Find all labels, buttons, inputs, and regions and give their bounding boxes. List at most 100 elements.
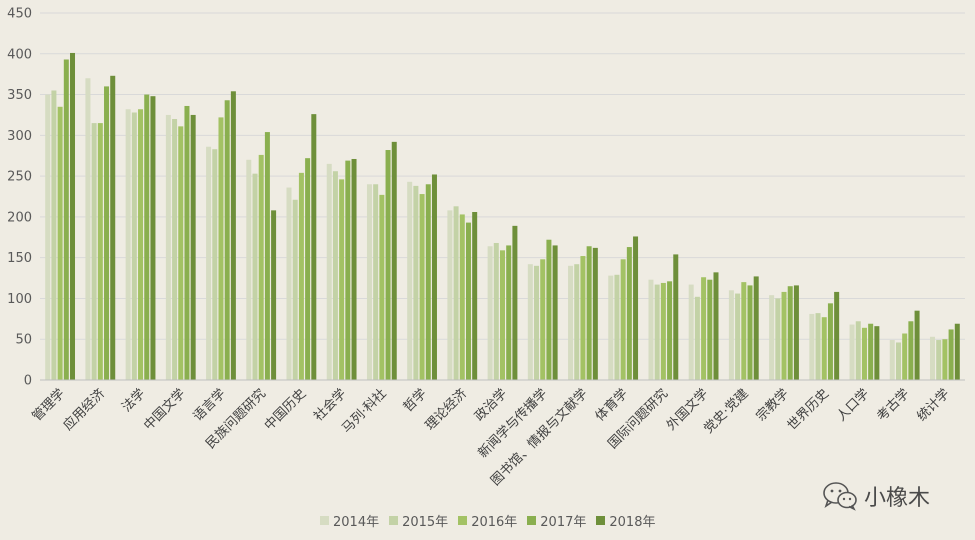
bar: [258, 154, 264, 380]
bar: [713, 272, 719, 380]
bar: [51, 90, 57, 380]
bar: [366, 184, 372, 380]
y-tick-label: 300: [7, 129, 32, 144]
bar: [929, 336, 935, 380]
legend-swatch: [527, 516, 537, 525]
bar: [580, 256, 586, 380]
bar: [608, 275, 614, 380]
bar: [620, 259, 626, 380]
bar: [735, 293, 741, 380]
bar: [527, 264, 533, 380]
bar: [165, 114, 171, 380]
legend-label: 2015年: [402, 515, 449, 530]
legend-swatch: [596, 516, 606, 525]
bar: [626, 247, 632, 380]
bar: [855, 321, 861, 380]
bar: [131, 112, 137, 380]
bar: [815, 313, 821, 380]
bar: [138, 109, 144, 381]
bar: [769, 295, 775, 380]
bar: [85, 78, 91, 381]
legend-item: 2016年: [458, 511, 517, 530]
bar: [264, 132, 270, 380]
bar: [70, 52, 76, 381]
bar: [793, 285, 799, 380]
bar: [827, 303, 833, 380]
x-category-label: 统计学: [914, 386, 953, 425]
x-category-label: 宗教学: [753, 386, 792, 425]
bar: [286, 187, 292, 380]
x-category-label: 哲学: [400, 386, 430, 416]
x-category-label: 马列·科社: [339, 386, 390, 437]
watermark-text: 小橡木: [864, 486, 931, 511]
bar: [948, 329, 954, 380]
bar: [809, 313, 815, 380]
x-category-label: 党史·党建: [701, 386, 751, 436]
x-category-label: 政治学: [471, 386, 510, 425]
bar: [298, 172, 304, 380]
bar: [351, 158, 357, 380]
bar: [391, 141, 397, 380]
y-tick-label: 100: [7, 292, 32, 307]
bar: [465, 222, 471, 380]
legend-label: 2017年: [540, 515, 587, 530]
y-tick-label: 200: [7, 210, 32, 225]
bar: [419, 194, 425, 380]
bar: [552, 245, 558, 380]
bar: [747, 285, 753, 380]
y-tick-label: 250: [7, 170, 32, 185]
bar: [218, 117, 224, 380]
bar: [453, 206, 459, 380]
bar: [592, 247, 598, 380]
bar: [781, 291, 787, 380]
bar: [586, 246, 592, 380]
y-axis-ticks: 0 50 100 150 200 250 300 350 400 450: [7, 7, 32, 389]
bar: [614, 274, 620, 380]
y-tick-label: 350: [7, 88, 32, 103]
legend-swatch: [458, 516, 468, 525]
bar: [654, 284, 660, 380]
bar: [110, 75, 116, 381]
x-category-label: 人口学: [833, 386, 872, 425]
bar: [667, 281, 673, 380]
bar: [540, 259, 546, 380]
bar: [487, 246, 493, 380]
bar: [125, 109, 131, 381]
bar: [648, 279, 654, 380]
bar: [707, 279, 713, 380]
bar: [534, 265, 540, 380]
bar: [246, 159, 252, 380]
legend-item: 2017年: [527, 511, 586, 530]
bar: [874, 326, 880, 380]
bar: [500, 250, 505, 380]
bar: [407, 181, 413, 380]
bar: [512, 225, 518, 380]
bar: [292, 199, 298, 380]
bar: [942, 339, 948, 380]
legend-label: 2016年: [471, 515, 518, 530]
bar: [305, 158, 311, 380]
x-category-label: 社会学: [311, 386, 350, 425]
x-category-label: 中国文学: [140, 386, 188, 434]
bar: [506, 245, 512, 380]
bar: [144, 94, 150, 380]
x-category-label: 中国历史: [262, 386, 309, 433]
bar: [673, 254, 679, 380]
y-tick-label: 50: [15, 333, 32, 348]
bar: [889, 340, 895, 380]
x-category-label: 管理学: [29, 386, 68, 425]
bar: [895, 342, 901, 380]
wechat-icon: [823, 482, 857, 511]
bar: [741, 282, 747, 380]
y-tick-label: 150: [7, 251, 32, 266]
bar: [861, 327, 867, 380]
bar: [190, 114, 196, 380]
bar: [775, 298, 781, 380]
bar: [868, 323, 874, 380]
bar: [954, 323, 960, 380]
y-tick-label: 450: [7, 7, 32, 22]
bar: [45, 94, 51, 380]
bar: [459, 214, 465, 380]
